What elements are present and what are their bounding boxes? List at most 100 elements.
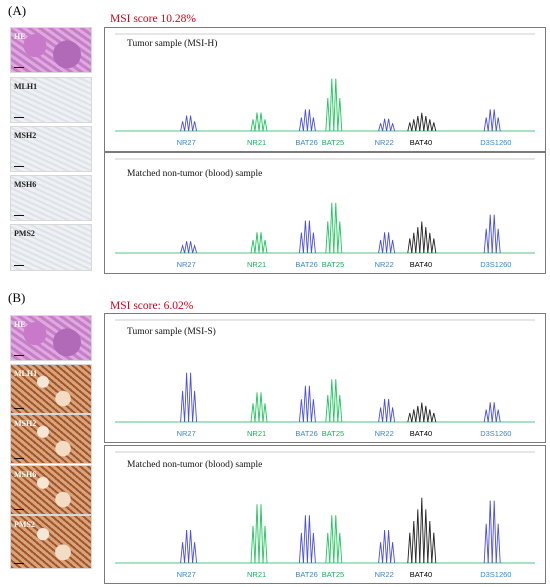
peak — [188, 241, 194, 254]
peak — [333, 202, 339, 254]
peak — [184, 241, 190, 254]
peak — [495, 409, 501, 423]
peak — [411, 409, 417, 423]
peak — [419, 112, 425, 132]
peak — [491, 109, 497, 132]
panel-b-msi-score: MSI score: 6.02% — [110, 300, 194, 312]
plot-title: Matched non-tumor (blood) sample — [127, 460, 263, 470]
peak — [431, 412, 437, 423]
peak — [427, 232, 433, 254]
peak — [427, 521, 433, 564]
peak — [390, 407, 396, 423]
panel-b-stain-msh2: MSH2 — [10, 414, 92, 464]
peak — [302, 385, 308, 423]
peak — [258, 392, 264, 423]
panel-b-stain-pms2: PMS2 — [10, 515, 92, 569]
peak — [337, 98, 343, 132]
peak-cluster-bat25 — [325, 202, 343, 254]
peak — [382, 232, 388, 254]
stain-label: MSH6 — [14, 180, 37, 189]
peak — [487, 402, 493, 423]
peak — [254, 112, 260, 132]
marker-label-nr27: NR27 — [176, 429, 196, 438]
peak — [423, 405, 429, 423]
peak — [192, 390, 198, 423]
panel-a-stain-he: HE — [10, 27, 92, 73]
peak — [337, 395, 343, 423]
peak — [419, 402, 425, 423]
peak — [254, 392, 260, 423]
peak — [495, 523, 501, 564]
peak — [491, 214, 497, 254]
peak — [180, 121, 186, 132]
peak — [180, 390, 186, 423]
peak — [483, 117, 489, 132]
marker-label-nr21: NR21 — [247, 429, 267, 438]
panel-b-stain-msh6: MSH6 — [10, 465, 92, 515]
peak — [415, 405, 421, 423]
peak — [310, 399, 316, 423]
peak — [329, 202, 335, 254]
peak-cluster-d3s1260 — [483, 214, 501, 254]
scale-bar — [14, 458, 24, 459]
peak — [180, 243, 186, 254]
peak — [254, 232, 260, 254]
peak — [310, 232, 316, 254]
marker-label-bat40: BAT40 — [409, 138, 433, 147]
peak-cluster-d3s1260 — [483, 402, 501, 423]
peak-cluster-bat26 — [298, 385, 316, 423]
peak — [491, 402, 497, 423]
panel-a-stain-mlh1: MLH1 — [10, 77, 92, 123]
peak — [386, 232, 392, 254]
peak — [411, 521, 417, 564]
marker-label-nr22: NR22 — [374, 429, 394, 438]
panel-b-stain-mlh1: MLH1 — [10, 364, 92, 414]
peak-cluster-nr27 — [180, 115, 198, 132]
peak-cluster-bat25 — [325, 379, 343, 423]
peak-cluster-bat26 — [298, 515, 316, 564]
peak — [188, 115, 194, 132]
peak — [310, 117, 316, 132]
panel-a-stain-msh6: MSH6 — [10, 175, 92, 221]
peak — [378, 239, 384, 254]
plot-title: Tumor sample (MSI-H) — [127, 39, 218, 49]
panel-b-tumor-electropherogram: Tumor sample (MSI-S) NR27 NR21 BAT26 BAT25 N… — [104, 313, 546, 443]
peak — [329, 78, 335, 132]
peak — [298, 399, 304, 423]
peak — [262, 526, 268, 564]
peak — [302, 515, 308, 564]
peak-cluster-nr22 — [378, 232, 396, 254]
peak — [192, 542, 198, 564]
peak — [188, 372, 194, 423]
peak — [250, 239, 256, 254]
panel-a-tumor-electropherogram: Tumor sample (MSI-H) NR27 NR21 BAT26 BAT25 N… — [104, 27, 546, 152]
peak-cluster-nr21 — [250, 232, 268, 254]
marker-label-bat25: BAT25 — [321, 570, 345, 579]
peak-cluster-nr27 — [180, 372, 198, 423]
peak — [306, 515, 312, 564]
peak — [423, 509, 429, 564]
scale-bar — [14, 355, 24, 356]
peak — [184, 372, 190, 423]
peak — [262, 119, 268, 132]
stain-label: MSH6 — [14, 470, 37, 479]
peak-cluster-bat25 — [325, 78, 343, 132]
peak — [378, 123, 384, 132]
marker-label-nr27: NR27 — [176, 260, 196, 269]
peak — [419, 497, 425, 564]
peak — [411, 119, 417, 132]
peak-cluster-bat26 — [298, 220, 316, 254]
peak — [250, 526, 256, 564]
peak — [407, 412, 413, 423]
peak-cluster-d3s1260 — [483, 500, 501, 564]
peak — [192, 243, 198, 254]
peak — [415, 227, 421, 254]
peak — [192, 121, 198, 132]
marker-label-d3s1260: D3S1260 — [480, 429, 512, 438]
stain-label: PMS2 — [14, 520, 35, 529]
peak — [431, 532, 437, 564]
plot-title: Matched non-tumor (blood) sample — [127, 169, 263, 179]
scale-bar — [14, 265, 24, 266]
peak — [333, 78, 339, 132]
peak — [325, 98, 331, 132]
